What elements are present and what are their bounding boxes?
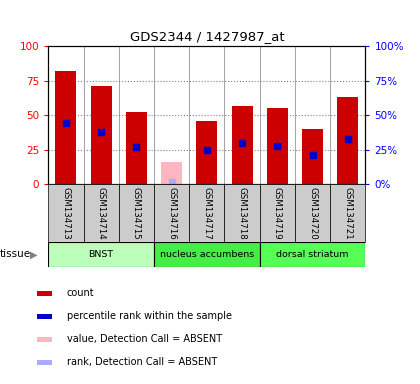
Text: nucleus accumbens: nucleus accumbens xyxy=(160,250,254,259)
Bar xyxy=(126,113,147,184)
Bar xyxy=(330,184,365,242)
Text: GSM134718: GSM134718 xyxy=(238,187,247,240)
Bar xyxy=(260,242,365,267)
Bar xyxy=(84,184,119,242)
Bar xyxy=(267,108,288,184)
Bar xyxy=(231,106,253,184)
Text: GSM134715: GSM134715 xyxy=(132,187,141,240)
Bar xyxy=(337,97,358,184)
Bar xyxy=(48,184,84,242)
Bar xyxy=(37,360,52,365)
Text: GSM134716: GSM134716 xyxy=(167,187,176,240)
Bar xyxy=(154,242,260,267)
Bar xyxy=(37,314,52,319)
Bar xyxy=(154,184,189,242)
Bar xyxy=(55,71,76,184)
Bar xyxy=(119,184,154,242)
Text: GSM134713: GSM134713 xyxy=(61,187,71,240)
Bar xyxy=(91,86,112,184)
Text: value, Detection Call = ABSENT: value, Detection Call = ABSENT xyxy=(67,334,222,344)
Text: ▶: ▶ xyxy=(30,249,38,260)
Bar xyxy=(224,184,260,242)
Bar xyxy=(37,337,52,342)
Bar xyxy=(295,184,330,242)
Bar xyxy=(302,129,323,184)
Text: percentile rank within the sample: percentile rank within the sample xyxy=(67,311,232,321)
Bar xyxy=(161,162,182,184)
Text: BNST: BNST xyxy=(89,250,114,259)
Bar xyxy=(37,291,52,296)
Text: GSM134721: GSM134721 xyxy=(343,187,352,240)
Text: dorsal striatum: dorsal striatum xyxy=(276,250,349,259)
Title: GDS2344 / 1427987_at: GDS2344 / 1427987_at xyxy=(129,30,284,43)
Bar xyxy=(48,242,154,267)
Bar xyxy=(189,184,224,242)
Bar xyxy=(260,184,295,242)
Text: GSM134717: GSM134717 xyxy=(202,187,211,240)
Text: tissue: tissue xyxy=(0,249,31,260)
Text: GSM134719: GSM134719 xyxy=(273,187,282,240)
Bar xyxy=(196,121,218,184)
Text: GSM134714: GSM134714 xyxy=(97,187,106,240)
Text: rank, Detection Call = ABSENT: rank, Detection Call = ABSENT xyxy=(67,358,217,367)
Text: count: count xyxy=(67,288,94,298)
Text: GSM134720: GSM134720 xyxy=(308,187,317,240)
